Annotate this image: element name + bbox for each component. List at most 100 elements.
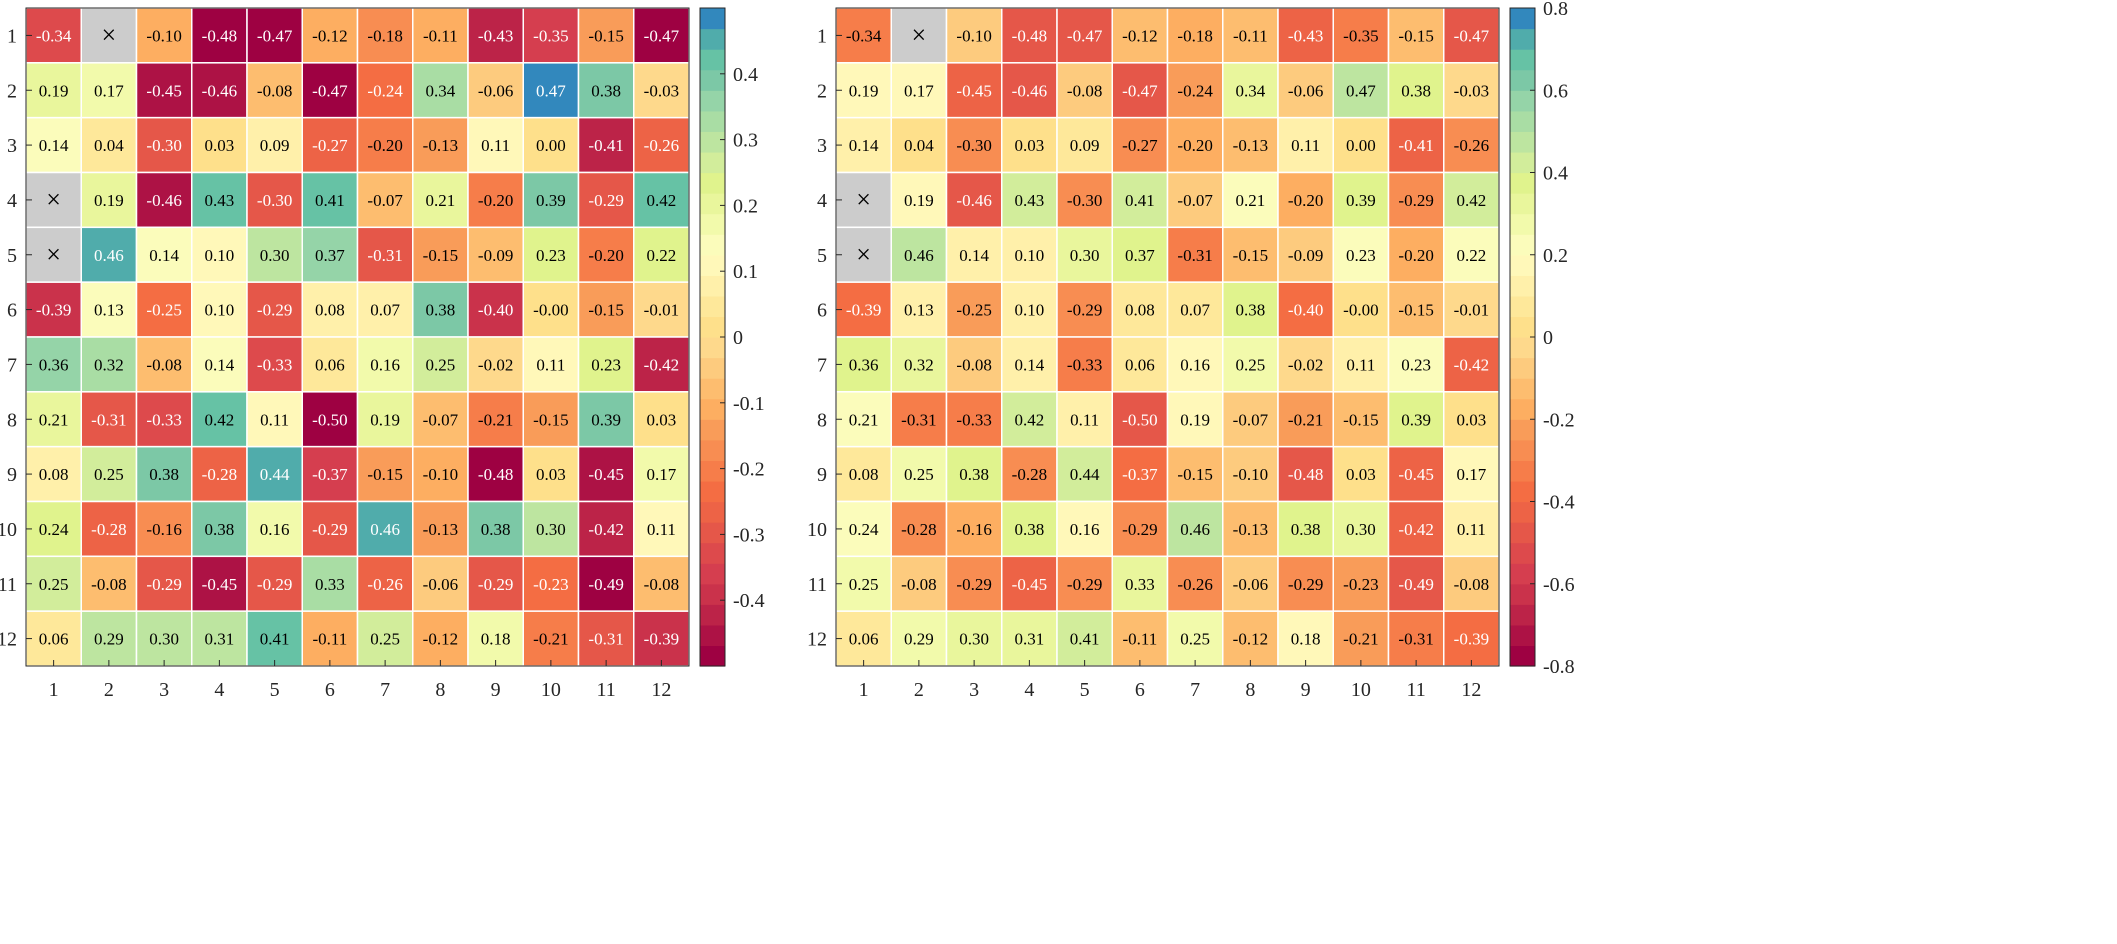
- colorbar-swatch: [700, 316, 725, 338]
- y-tick-label: 5: [817, 245, 827, 267]
- cell-label: 0.25: [370, 630, 400, 649]
- cell-label: 0.14: [205, 355, 235, 374]
- cell-label: 0.31: [205, 630, 235, 649]
- heatmap-cell: [945, 226, 1003, 283]
- colorbar-swatch: [1510, 542, 1535, 564]
- y-tick-label: 9: [7, 464, 17, 486]
- heatmap-cell: [1332, 500, 1390, 558]
- cell-label: -0.26: [367, 575, 402, 594]
- heatmap-cell: [633, 445, 690, 503]
- heatmap-cell: [1222, 391, 1279, 448]
- cell-label: -0.35: [1343, 26, 1378, 45]
- cell-label: 0.23: [1401, 355, 1431, 374]
- heatmap-cell: [246, 62, 303, 119]
- heatmap-cell: [1001, 62, 1058, 119]
- cell-label: -0.15: [1233, 246, 1268, 265]
- cell-label: 0.08: [1125, 301, 1155, 320]
- heatmap-cell: [80, 445, 138, 503]
- missing-mark: ×: [102, 20, 117, 49]
- axes-frame: [25, 7, 690, 667]
- colorbar-swatch: [700, 542, 725, 564]
- cell-label: 0.47: [1346, 81, 1376, 100]
- colorbar-swatch: [1510, 193, 1535, 215]
- cell-label: 0.30: [149, 630, 179, 649]
- x-tick-label: 9: [1301, 679, 1311, 701]
- heatmap-cell: [1056, 555, 1113, 612]
- colorbar-tick-label: -0.8: [1543, 656, 1575, 678]
- colorbar-swatch: [1510, 131, 1535, 153]
- cell-label: 0.42: [205, 410, 235, 429]
- heatmap-cell: [1111, 555, 1169, 612]
- cell-label: 0.23: [536, 246, 566, 265]
- cell-label: -0.08: [257, 81, 292, 100]
- cell-label: -0.42: [1454, 355, 1489, 374]
- cell-label: -0.48: [1288, 465, 1323, 484]
- colorbar-swatch: [700, 439, 725, 461]
- cell-label: 0.07: [1180, 301, 1210, 320]
- cell-label: -0.08: [1454, 575, 1489, 594]
- cell-label: -0.29: [312, 520, 347, 539]
- heatmap-cell: [25, 281, 82, 338]
- cell-label: 0.41: [315, 191, 345, 210]
- y-tick-label: 12: [0, 629, 17, 651]
- cell-label: -0.18: [1177, 26, 1212, 45]
- y-tick-label: 2: [817, 80, 827, 102]
- colorbar-swatch: [700, 563, 725, 585]
- colorbar-swatch: [1510, 49, 1535, 71]
- cell-label: -0.47: [257, 26, 293, 45]
- cell-label: 0.39: [1401, 410, 1431, 429]
- cell-label: -0.29: [588, 191, 623, 210]
- heatmap-cell: [1443, 445, 1500, 503]
- cell-label: 0.08: [39, 465, 69, 484]
- heatmap-cell: [1387, 226, 1445, 283]
- cell-label: 0.34: [426, 81, 456, 100]
- heatmap-cell: [890, 116, 948, 174]
- cell-label: 0.44: [1070, 465, 1100, 484]
- cell-label: 0.06: [1125, 355, 1155, 374]
- cell-label: -0.39: [36, 301, 71, 320]
- colorbar-swatch: [1510, 460, 1535, 482]
- heatmap-cell: [1111, 7, 1169, 64]
- cell-label: 0.24: [849, 520, 879, 539]
- colorbar-swatch: [700, 131, 725, 153]
- heatmap-cell: [1222, 500, 1279, 558]
- heatmap-cell: [412, 445, 469, 503]
- cell-label: 0.38: [1401, 81, 1431, 100]
- heatmap-cell: [1443, 336, 1500, 393]
- cell-label: 0.06: [849, 630, 879, 649]
- cell-label: -0.50: [312, 410, 347, 429]
- x-tick-label: 8: [1245, 679, 1255, 701]
- heatmap-cell: [577, 391, 635, 448]
- cell-label: -0.46: [956, 191, 991, 210]
- cell-label: 0.36: [849, 355, 879, 374]
- cell-label: 0.30: [1346, 520, 1376, 539]
- cell-label: -0.02: [1288, 355, 1323, 374]
- cell-label: -0.12: [423, 630, 458, 649]
- heatmap-cell: [522, 610, 580, 667]
- cell-label: -0.08: [901, 575, 936, 594]
- cell-label: -0.10: [956, 26, 991, 45]
- cell-label: -0.06: [1233, 575, 1268, 594]
- cell-label: 0.13: [94, 301, 124, 320]
- cell-label: -0.47: [1067, 26, 1103, 45]
- colorbar-swatch: [1510, 28, 1535, 50]
- colorbar-swatch: [1510, 234, 1535, 256]
- cell-label: -0.29: [1067, 575, 1102, 594]
- colorbar-swatch: [700, 213, 725, 235]
- cell-label: 0.43: [1015, 191, 1045, 210]
- cell-label: -0.20: [1288, 191, 1323, 210]
- colorbar-swatch: [1510, 69, 1535, 91]
- colorbar-tick-label: 0: [1543, 327, 1553, 349]
- heatmap-cell: [301, 610, 359, 667]
- cell-label: -0.26: [644, 136, 679, 155]
- colorbar-swatch: [700, 604, 725, 626]
- heatmap-cell: [467, 555, 524, 612]
- colorbar: 0.4 0.3 0.2 0.1 0 -0.1 -0.2 -0.3 -0.4: [699, 7, 765, 667]
- heatmap-cell: [356, 555, 414, 612]
- cell-label: -0.09: [478, 246, 513, 265]
- x-tick-label: 8: [435, 679, 445, 701]
- heatmap-cell: [890, 500, 948, 558]
- colorbar-tick-label: 0.1: [733, 261, 758, 283]
- heatmap-cell: [522, 500, 580, 558]
- cell-label: 0.30: [260, 246, 290, 265]
